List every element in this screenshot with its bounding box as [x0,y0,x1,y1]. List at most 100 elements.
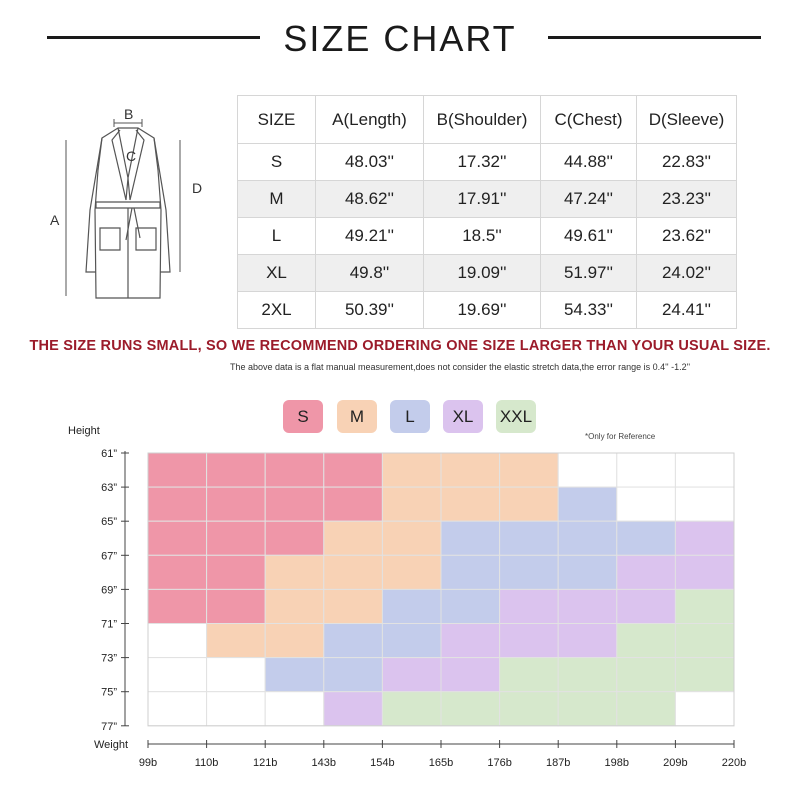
table-cell: 54.33'' [540,291,637,329]
table-cell: 48.62'' [315,180,424,218]
legend-label: XL [452,406,474,426]
chart-cell [440,623,501,659]
chart-cell [674,588,735,625]
chart-cell [674,452,735,488]
table-cell: M [237,180,316,218]
robe-drawing [65,119,181,299]
chart-cell [499,623,559,659]
chart-cell [264,691,325,727]
table-row: XL 49.8'' 19.09'' 51.97'' 24.02'' [237,254,737,292]
x-tick-label: 176b [487,757,511,769]
chart-cell [206,691,266,727]
chart-cell [323,588,383,625]
legend-xxl: XXL [496,400,536,433]
chart-cell [381,452,442,488]
x-axis-label: Weight [94,739,128,751]
chart-cell [381,486,442,522]
x-tick-label: 121b [253,757,277,769]
table-header-row: SIZE A(Length) B(Shoulder) C(Chest) D(Sl… [237,95,737,144]
chart-cell [616,691,676,727]
table-cell: XL [237,254,316,292]
chart-cell [323,452,383,488]
x-tick-label: 99b [139,757,157,769]
legend-label: S [297,406,309,426]
chart-cell [499,588,559,625]
column-header: SIZE [237,95,316,144]
chart-cell [206,554,266,590]
chart-cell [557,452,618,488]
x-tick-label: 110b [195,757,219,769]
chart-cell [147,520,208,556]
chart-cell [440,588,501,625]
chart-cell [616,554,676,590]
robe-label-d: D [192,180,203,196]
table-cell: 17.91'' [423,180,541,218]
robe-label-b: B [124,106,134,122]
table-row: 2XL 50.39'' 19.69'' 54.33'' 24.41'' [237,291,737,329]
chart-cell [499,452,559,488]
chart-cell [147,486,208,522]
chart-cell [616,657,676,693]
chart-cell [206,486,266,522]
chart-cell [147,588,208,625]
chart-cell [206,452,266,488]
chart-cell [440,554,501,590]
table-cell: 18.5'' [423,217,541,255]
chart-cell [674,520,735,556]
chart-cell [674,623,735,659]
chart-cell [206,588,266,625]
chart-cell [323,623,383,659]
y-tick-label: 61” [101,448,117,460]
chart-cell [206,657,266,693]
chart-cell [557,486,618,522]
chart-cell [147,657,208,693]
y-axis-label: Height [68,425,100,437]
chart-cell [323,520,383,556]
x-tick-label: 220b [722,757,746,769]
y-tick-label: 69” [101,584,117,596]
table-cell: 19.09'' [423,254,541,292]
x-tick-label: 198b [605,757,629,769]
chart-cell [674,554,735,590]
table-row: L 49.21'' 18.5'' 49.61'' 23.62'' [237,217,737,255]
title-rule-left [47,36,260,39]
x-tick-label: 187b [546,757,570,769]
chart-cell [557,657,618,693]
chart-cell [264,486,325,522]
table-cell: 23.23'' [636,180,737,218]
y-tick-label: 71” [101,619,117,631]
chart-cell [557,623,618,659]
y-tick-label: 67” [101,550,117,562]
table-cell: 24.02'' [636,254,737,292]
y-tick-label: 75” [101,687,117,699]
table-cell: 47.24'' [540,180,637,218]
table-cell: S [237,143,316,181]
table-cell: 50.39'' [315,291,424,329]
chart-cell [440,520,501,556]
chart-cell [557,691,618,727]
table-cell: 23.62'' [636,217,737,255]
legend-l: L [390,400,430,433]
chart-cell [440,691,501,727]
x-tick-label: 154b [370,757,394,769]
robe-label-a: A [50,212,60,228]
x-tick-label: 143b [312,757,336,769]
chart-cell [616,520,676,556]
chart-cell [381,554,442,590]
legend-m: M [337,400,377,433]
chart-cell [381,520,442,556]
table-cell: 51.97'' [540,254,637,292]
chart-cell [616,452,676,488]
chart-cell [440,657,501,693]
chart-cell [264,623,325,659]
legend-s: S [283,400,323,433]
legend-label: M [349,406,365,426]
table-cell: L [237,217,316,255]
chart-cell [381,657,442,693]
size-measurement-table: SIZE A(Length) B(Shoulder) C(Chest) D(Sl… [237,95,737,329]
chart-cell [616,623,676,659]
table-cell: 17.32'' [423,143,541,181]
y-tick-label: 65” [101,516,117,528]
chart-cell [557,520,618,556]
